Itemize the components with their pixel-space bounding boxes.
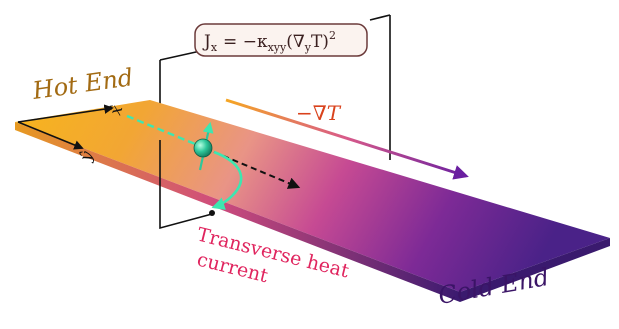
x-axis-arrow bbox=[17, 104, 114, 123]
hot-end-label: Hot End bbox=[30, 63, 135, 105]
slab-top-surface bbox=[15, 100, 610, 292]
gradient-arrow bbox=[225, 98, 469, 180]
particle-incoming-path bbox=[126, 114, 196, 146]
slab-front-edge bbox=[15, 122, 460, 302]
equation-grad-sub: y bbox=[304, 41, 312, 54]
equation-lhs-sub: x bbox=[211, 41, 218, 54]
equation-power: 2 bbox=[329, 29, 336, 42]
svg-text:Jx= −κxyy(∇yT)2: Jx = −κxyy(∇yT)2 bbox=[202, 29, 336, 54]
y-axis-arrow bbox=[17, 121, 84, 150]
particle bbox=[193, 138, 213, 158]
equation-rhs-sub: xyy bbox=[268, 41, 287, 54]
equation-box: Jx = −κxyy(∇yT)2 bbox=[194, 23, 368, 57]
plane-intersection-dot bbox=[209, 210, 215, 216]
slab-right-edge bbox=[460, 238, 610, 302]
gradient-label: −∇T bbox=[296, 101, 342, 125]
transverse-deflection-arrow bbox=[211, 150, 243, 210]
equation-lhs: J bbox=[202, 32, 211, 52]
equation-rhs-paren: (∇ bbox=[286, 32, 305, 52]
plane-front-edge bbox=[159, 140, 213, 230]
equation-rhs-t: T) bbox=[311, 32, 329, 52]
equation-rhs-sign: = −κ bbox=[223, 32, 268, 52]
